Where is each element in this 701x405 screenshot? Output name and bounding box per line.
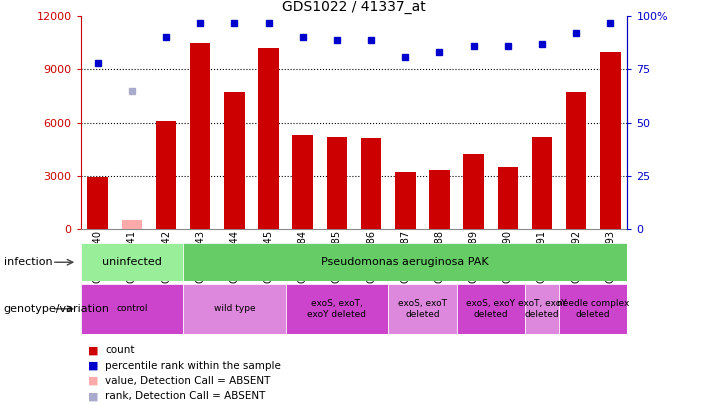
Bar	[183, 243, 627, 281]
Bar	[156, 121, 176, 229]
Bar	[122, 220, 142, 229]
Bar	[559, 284, 627, 334]
Text: wild type: wild type	[214, 304, 255, 313]
Bar	[456, 284, 525, 334]
Text: value, Detection Call = ABSENT: value, Detection Call = ABSENT	[105, 376, 271, 386]
Text: ■: ■	[88, 361, 98, 371]
Bar	[566, 92, 586, 229]
Bar	[224, 92, 245, 229]
Text: uninfected: uninfected	[102, 257, 162, 267]
Text: exoS, exoY
deleted: exoS, exoY deleted	[466, 299, 515, 318]
Bar	[88, 177, 108, 229]
Bar	[292, 135, 313, 229]
Bar	[531, 137, 552, 229]
Bar	[429, 171, 450, 229]
Bar	[258, 48, 279, 229]
Text: ■: ■	[88, 376, 98, 386]
Text: ■: ■	[88, 392, 98, 401]
Bar	[190, 43, 210, 229]
Text: control: control	[116, 304, 148, 313]
Bar	[81, 243, 183, 281]
Title: GDS1022 / 41337_at: GDS1022 / 41337_at	[282, 0, 426, 14]
Bar	[81, 284, 183, 334]
Bar	[525, 284, 559, 334]
Bar	[463, 154, 484, 229]
Text: Pseudomonas aeruginosa PAK: Pseudomonas aeruginosa PAK	[322, 257, 489, 267]
Text: rank, Detection Call = ABSENT: rank, Detection Call = ABSENT	[105, 392, 266, 401]
Text: count: count	[105, 345, 135, 355]
Text: percentile rank within the sample: percentile rank within the sample	[105, 361, 281, 371]
Text: genotype/variation: genotype/variation	[4, 304, 109, 314]
Text: exoS, exoT,
exoY deleted: exoS, exoT, exoY deleted	[308, 299, 367, 318]
Bar	[183, 284, 286, 334]
Bar	[600, 52, 620, 229]
Bar	[327, 137, 347, 229]
Text: ■: ■	[88, 345, 98, 355]
Text: needle complex
deleted: needle complex deleted	[557, 299, 629, 318]
Bar	[361, 139, 381, 229]
Bar	[286, 284, 388, 334]
Bar	[395, 172, 416, 229]
Text: exoS, exoT
deleted: exoS, exoT deleted	[398, 299, 447, 318]
Text: infection: infection	[4, 257, 52, 267]
Bar	[388, 284, 456, 334]
Bar	[498, 167, 518, 229]
Text: exoT, exoY
deleted: exoT, exoY deleted	[517, 299, 566, 318]
